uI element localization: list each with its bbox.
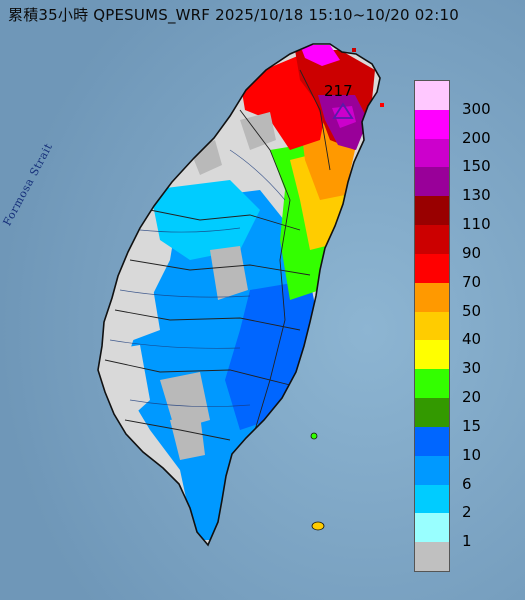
legend-swatch xyxy=(415,513,449,543)
legend-swatch xyxy=(415,398,449,427)
no-rain-block xyxy=(210,246,248,300)
rain-zone-200mm xyxy=(300,45,340,66)
peak-value-label: 217 xyxy=(324,82,353,100)
legend-label: 1 xyxy=(462,532,472,551)
legend-swatch xyxy=(415,138,449,168)
legend-label: 6 xyxy=(462,474,472,493)
legend-label: 2 xyxy=(462,503,472,522)
county-boundaries xyxy=(104,69,331,441)
rain-zone-10mm xyxy=(225,280,320,430)
legend-swatch xyxy=(415,311,449,341)
legend-swatch xyxy=(415,340,449,370)
legend-swatch xyxy=(415,455,449,485)
legend-label: 30 xyxy=(462,359,482,378)
keelung-islet xyxy=(352,48,356,52)
legend-labels: 300 200 150 130 110 90 70 50 40 30 20 15 10 6 2 1 xyxy=(462,80,518,570)
legend-label: 110 xyxy=(462,215,491,234)
rivers xyxy=(109,149,286,408)
legend-label: 200 xyxy=(462,128,491,147)
rain-zone-2mm xyxy=(150,180,260,260)
legend-label: 300 xyxy=(462,99,491,118)
legend-label: 150 xyxy=(462,157,491,176)
legend-swatch xyxy=(415,167,449,197)
legend-swatch xyxy=(415,253,449,283)
green-island xyxy=(310,432,318,440)
legend-swatch xyxy=(415,81,449,110)
legend-swatch xyxy=(415,282,449,312)
legend-swatch xyxy=(415,196,449,226)
legend-label: 50 xyxy=(462,301,482,320)
legend-swatch xyxy=(415,426,449,456)
triangle-marker xyxy=(332,102,354,119)
legend-label: 130 xyxy=(462,186,491,205)
legend-label: 90 xyxy=(462,243,482,262)
map-title: 累積35小時 QPESUMS_WRF 2025/10/18 15:10~10/2… xyxy=(8,6,459,24)
legend-swatch xyxy=(415,369,449,399)
legend-swatch xyxy=(415,225,449,254)
legend-label: 10 xyxy=(462,445,482,464)
legend-label: 40 xyxy=(462,330,482,349)
color-legend xyxy=(414,80,450,572)
turtle-island xyxy=(380,103,384,107)
orchid-island xyxy=(311,521,325,531)
legend-label: 15 xyxy=(462,416,482,435)
legend-label: 70 xyxy=(462,272,482,291)
rain-zone-6mm xyxy=(120,190,320,540)
legend-swatch xyxy=(415,109,449,139)
legend-swatch xyxy=(415,484,449,514)
legend-label: 20 xyxy=(462,388,482,407)
no-rain-block xyxy=(110,270,160,345)
legend-swatch xyxy=(415,542,449,572)
no-rain-block xyxy=(170,415,205,460)
